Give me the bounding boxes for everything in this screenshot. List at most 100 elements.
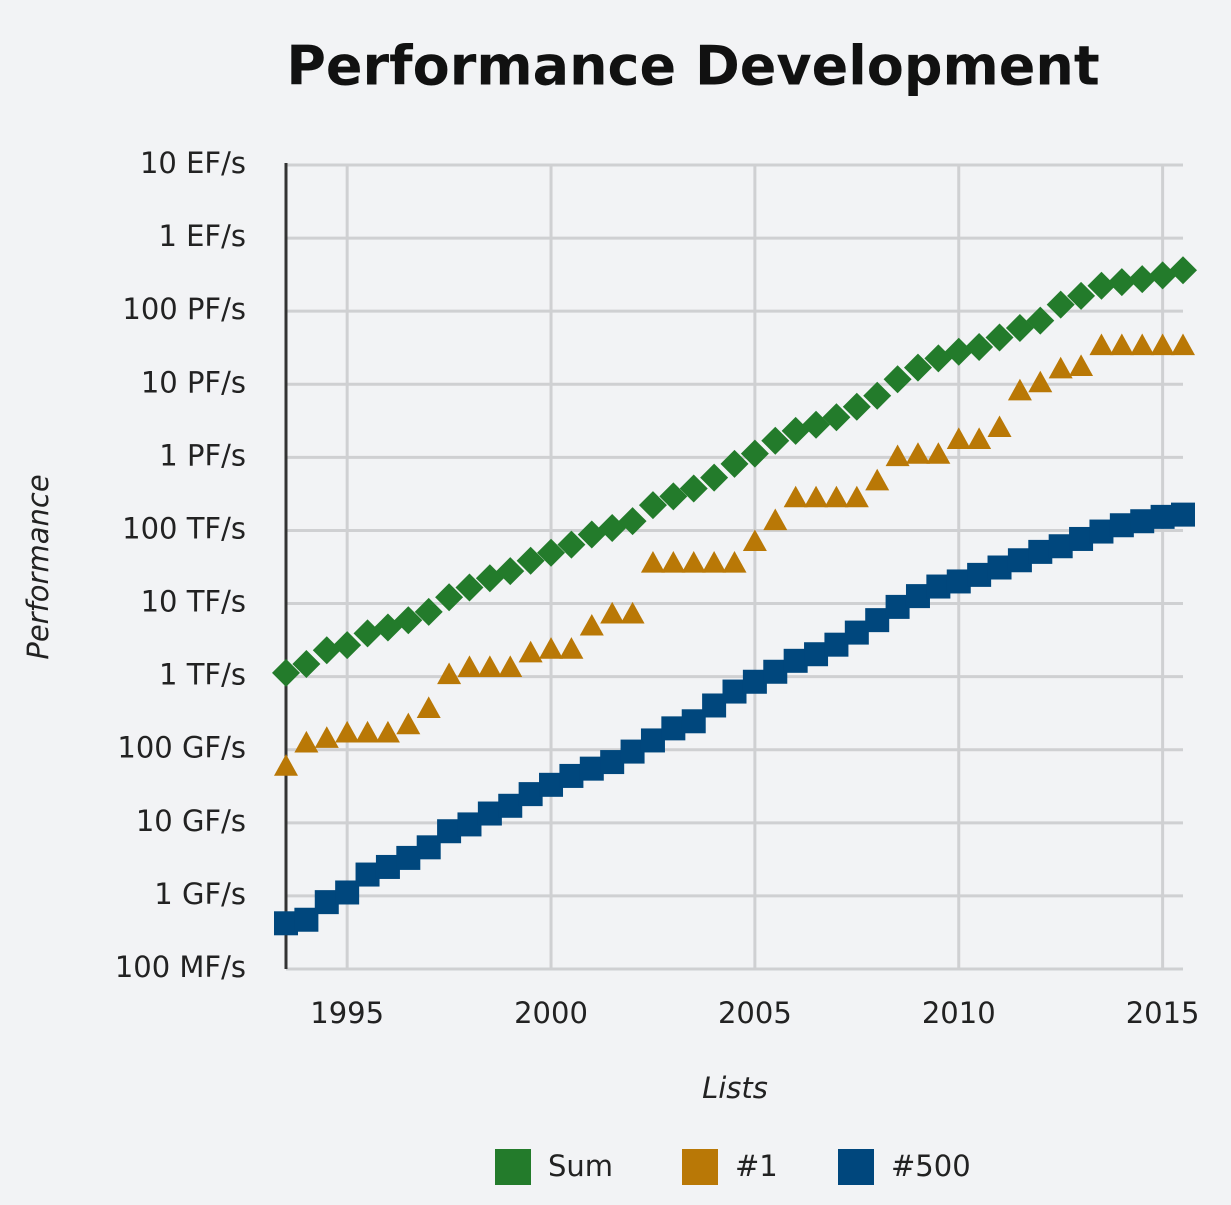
point	[294, 907, 319, 932]
point	[638, 491, 667, 520]
point	[1130, 333, 1155, 356]
point	[518, 640, 543, 663]
point	[335, 720, 360, 743]
point	[1028, 370, 1053, 393]
point	[539, 637, 564, 659]
point	[557, 530, 586, 559]
y-tick-label: 1 PF/s	[159, 438, 246, 472]
point	[355, 862, 380, 887]
point	[763, 508, 788, 531]
point	[620, 739, 645, 764]
y-tick-label: 100 TF/s	[122, 511, 246, 545]
point	[375, 720, 400, 743]
point	[1007, 548, 1032, 573]
point	[539, 772, 564, 797]
point	[1109, 513, 1134, 538]
point	[1048, 356, 1073, 379]
point	[824, 632, 849, 657]
point	[822, 403, 851, 432]
point	[781, 416, 810, 445]
point	[274, 754, 298, 776]
point	[414, 597, 443, 626]
point	[944, 337, 973, 366]
x-axis-label: Lists	[702, 1071, 768, 1105]
point	[761, 426, 790, 455]
point	[865, 468, 890, 491]
point	[865, 608, 890, 633]
y-tick-label: 100 GF/s	[117, 731, 246, 765]
point	[437, 662, 462, 685]
point	[496, 557, 525, 586]
point	[416, 696, 441, 718]
point	[722, 551, 747, 573]
point	[396, 712, 421, 735]
point	[375, 854, 400, 879]
legend-swatch	[838, 1149, 874, 1185]
point	[946, 427, 971, 450]
point	[437, 819, 462, 844]
point	[353, 619, 382, 648]
point	[559, 637, 584, 659]
point	[516, 546, 545, 575]
point	[618, 507, 647, 536]
point	[314, 890, 339, 915]
point	[926, 442, 951, 464]
legend-swatch	[682, 1149, 718, 1185]
point	[1171, 333, 1195, 356]
point	[457, 812, 482, 837]
y-tick-label: 100 MF/s	[115, 950, 246, 984]
point	[455, 573, 484, 602]
point	[640, 551, 665, 573]
legend-label: #1	[735, 1149, 778, 1183]
point	[294, 730, 319, 753]
point	[314, 726, 339, 748]
point	[477, 801, 502, 826]
y-tick-label: 1 GF/s	[154, 877, 246, 911]
point	[355, 720, 380, 743]
point	[740, 439, 769, 468]
x-tick-label: 2005	[718, 996, 792, 1030]
point	[985, 323, 1014, 352]
point	[702, 551, 727, 573]
point	[681, 709, 706, 734]
point	[905, 442, 930, 464]
point	[681, 551, 706, 573]
point	[661, 716, 686, 741]
chart-title: Performance Development	[286, 35, 1099, 98]
y-tick-label: 100 PF/s	[122, 292, 246, 326]
point	[1028, 539, 1053, 564]
point	[1089, 519, 1114, 544]
point	[1107, 268, 1136, 297]
x-tick-label: 2000	[514, 996, 588, 1030]
y-tick-label: 1 EF/s	[158, 219, 246, 253]
point	[559, 763, 584, 788]
point	[946, 569, 971, 594]
point	[824, 485, 849, 508]
point	[700, 463, 729, 492]
x-tick-label: 2015	[1126, 996, 1200, 1030]
point	[883, 365, 912, 394]
point	[1148, 261, 1177, 290]
y-tick-label: 10 TF/s	[141, 585, 246, 619]
legend-label: Sum	[548, 1149, 613, 1183]
point	[1007, 378, 1032, 401]
point	[640, 728, 665, 753]
point	[620, 601, 645, 624]
point	[1067, 281, 1096, 310]
point	[903, 353, 932, 382]
y-tick-label: 10 GF/s	[136, 804, 246, 838]
point	[965, 332, 994, 361]
point	[477, 655, 502, 677]
point	[457, 655, 482, 677]
point	[863, 381, 892, 410]
point	[1150, 504, 1175, 529]
point	[537, 538, 566, 567]
point	[1169, 256, 1197, 285]
point	[763, 659, 788, 684]
point	[1130, 509, 1155, 534]
point	[600, 601, 625, 624]
point	[579, 613, 604, 636]
legend-swatch	[495, 1149, 531, 1185]
point	[435, 583, 464, 612]
y-axis-label: Performance	[21, 474, 55, 659]
